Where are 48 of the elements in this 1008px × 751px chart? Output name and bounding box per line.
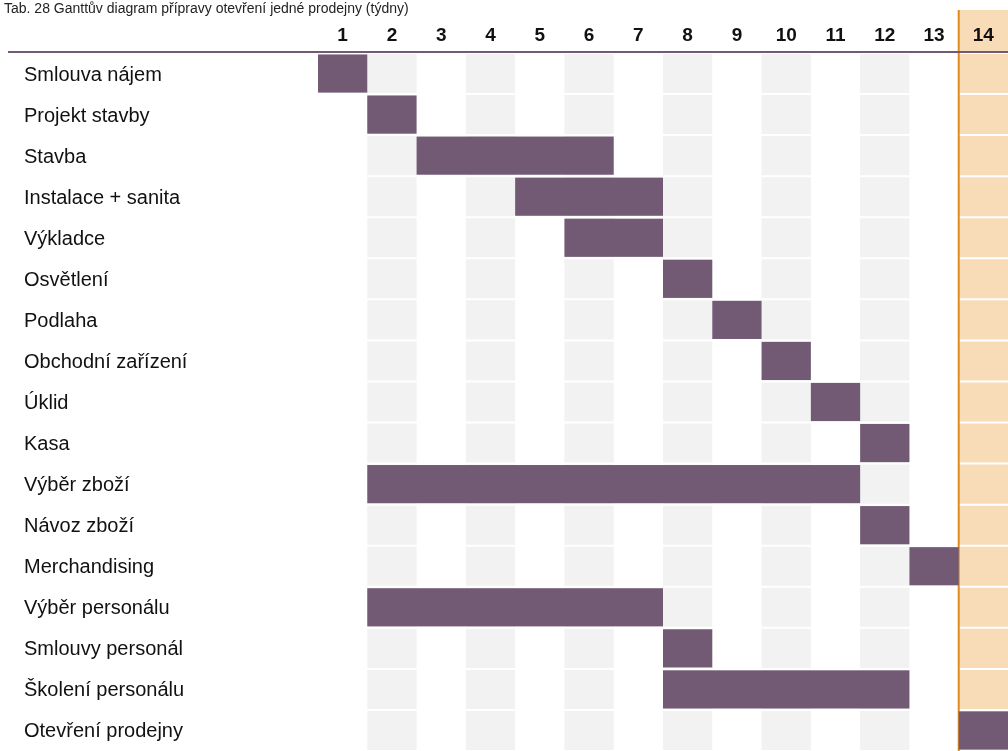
y-tick-label: Merchandising <box>24 555 155 578</box>
x-tick-label: 10 <box>775 24 797 45</box>
x-tick-label: 11 <box>825 24 846 45</box>
bar <box>958 711 1008 750</box>
bar <box>860 423 910 463</box>
x-tick-label: 12 <box>874 24 896 45</box>
bar <box>712 300 762 339</box>
x-tick-label: 8 <box>682 24 693 45</box>
bar <box>663 259 713 298</box>
y-tick-label: Osvětlení <box>24 267 109 290</box>
bar <box>367 588 663 627</box>
x-tick-label: 13 <box>923 24 945 45</box>
x-tick-label: 4 <box>485 24 497 45</box>
x-tick-label: 14 <box>972 24 995 45</box>
y-tick-label: Obchodní zařízení <box>24 349 188 372</box>
x-tick-label: 3 <box>435 24 447 45</box>
chart-title: Tab. 28 Ganttův diagram přípravy otevření jedné prodejny (týdny) <box>4 0 409 16</box>
y-tick-label: Kasa <box>24 432 71 455</box>
bar <box>663 670 910 709</box>
bar <box>860 506 910 545</box>
y-tick-label: Instalace + sanita <box>24 185 182 208</box>
bar <box>564 218 663 257</box>
bar <box>810 382 861 422</box>
x-tick-label: 7 <box>633 24 644 45</box>
y-tick-label: Projekt stavby <box>24 103 150 126</box>
y-tick-label: Smlouva nájem <box>24 62 162 85</box>
y-tick-label: Školení personálu <box>24 678 185 701</box>
bar <box>515 177 663 216</box>
bar <box>663 629 713 668</box>
y-tick-label: Stavba <box>24 144 88 167</box>
bar <box>761 341 811 381</box>
y-tick-label: Podlaha <box>24 308 99 331</box>
bar <box>367 95 417 134</box>
y-tick-label: Smlouvy personál <box>24 637 183 660</box>
x-tick-label: 2 <box>386 24 398 45</box>
bar <box>909 547 959 586</box>
bar <box>367 465 861 504</box>
y-tick-label: Výběr zboží <box>24 473 131 496</box>
y-tick-label: Návoz zboží <box>24 514 135 537</box>
y-tick-label: Úklid <box>24 391 69 413</box>
y-tick-label: Otevření prodejny <box>24 719 183 742</box>
bar <box>416 136 614 175</box>
y-tick-label: Výběr personálu <box>24 596 170 619</box>
x-tick-label: 6 <box>583 24 595 45</box>
y-tick-label: Výkladce <box>24 226 106 249</box>
x-tick-label: 1 <box>337 24 349 45</box>
x-tick-label: 9 <box>731 24 743 45</box>
x-tick-label: 5 <box>534 24 546 45</box>
